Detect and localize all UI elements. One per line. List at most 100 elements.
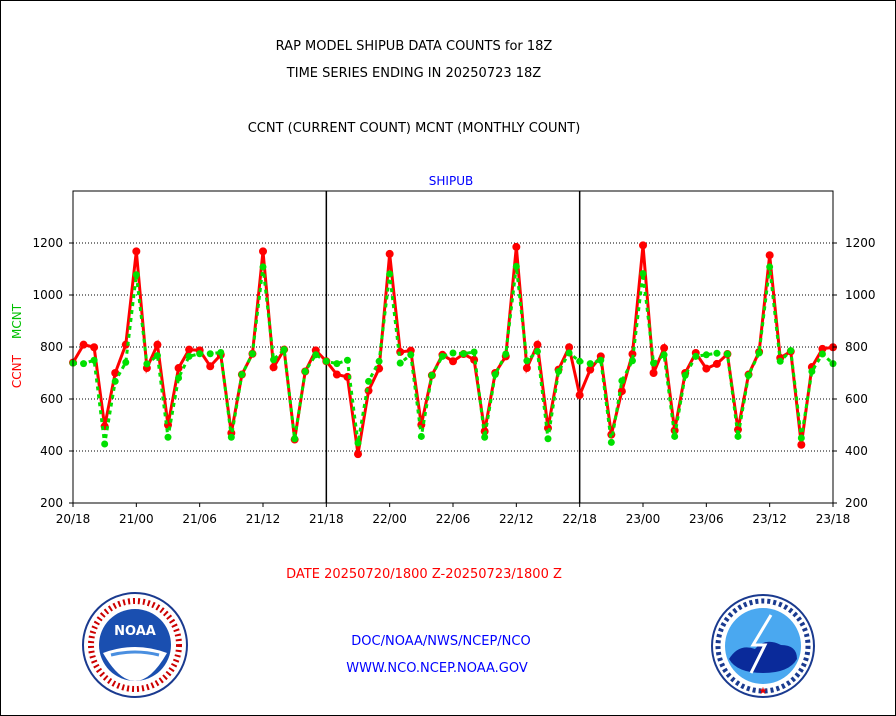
data-point-ccnt: [259, 247, 267, 256]
data-point-mcnt: [227, 433, 235, 441]
data-point-mcnt: [523, 357, 531, 365]
website-link[interactable]: WWW.NCO.NCEP.NOAA.GOV: [346, 661, 528, 676]
y-tick-label-right: 800: [845, 340, 868, 354]
data-point-mcnt: [713, 349, 721, 357]
data-point-mcnt: [407, 351, 415, 359]
data-point-ccnt: [206, 362, 215, 371]
data-point-mcnt: [375, 357, 383, 365]
data-point-mcnt: [692, 352, 700, 360]
data-point-mcnt: [280, 346, 288, 354]
x-tick-label: 22/12: [499, 512, 534, 526]
data-point-mcnt: [607, 438, 615, 446]
data-point-ccnt: [354, 450, 362, 459]
y-tick-label-left: 200: [40, 496, 63, 510]
data-point-mcnt: [90, 356, 98, 364]
y-label-ccnt: CCNT: [10, 354, 24, 388]
data-point-mcnt: [512, 262, 520, 270]
data-point-ccnt: [79, 340, 88, 349]
x-tick-label: 23/12: [752, 512, 787, 526]
data-point-mcnt: [217, 348, 225, 356]
data-point-mcnt: [238, 371, 246, 379]
data-point-mcnt: [301, 367, 309, 375]
data-point-mcnt: [618, 377, 626, 385]
data-point-ccnt: [565, 343, 574, 352]
data-point-mcnt: [650, 359, 658, 367]
data-point-mcnt: [723, 350, 731, 358]
data-point-mcnt: [248, 350, 256, 358]
data-point-mcnt: [428, 371, 436, 379]
data-point-ccnt: [111, 369, 120, 377]
data-point-mcnt: [502, 350, 510, 358]
data-point-mcnt: [343, 356, 351, 364]
svg-text:NOAA: NOAA: [114, 624, 156, 639]
x-tick-label: 23/18: [816, 512, 851, 526]
data-point-ccnt: [132, 247, 141, 256]
data-point-mcnt: [396, 359, 404, 367]
y-tick-label-left: 1000: [32, 288, 63, 302]
data-point-mcnt: [766, 263, 774, 271]
data-point-mcnt: [481, 433, 489, 441]
data-point-mcnt: [576, 357, 584, 365]
data-point-mcnt: [702, 351, 710, 359]
data-point-mcnt: [333, 360, 341, 368]
x-tick-label: 22/18: [562, 512, 597, 526]
data-point-ccnt: [269, 363, 278, 372]
data-point-ccnt: [375, 364, 384, 373]
y-tick-label-right: 600: [845, 392, 868, 406]
data-point-mcnt: [101, 440, 109, 448]
data-point-ccnt: [712, 359, 721, 368]
data-point-mcnt: [185, 352, 193, 360]
data-point-mcnt: [417, 432, 425, 440]
data-point-ccnt: [522, 364, 531, 373]
y-tick-label-right: 400: [845, 444, 868, 458]
data-point-mcnt: [660, 351, 668, 359]
data-point-mcnt: [365, 377, 373, 385]
y-label-mcnt: MCNT: [10, 303, 24, 339]
panel-title: SHIPUB: [429, 174, 473, 188]
data-point-mcnt: [745, 371, 753, 379]
data-point-ccnt: [797, 440, 806, 449]
data-point-mcnt: [787, 347, 795, 355]
data-point-mcnt: [122, 358, 130, 366]
noaa-logo: NOAA: [82, 592, 188, 698]
data-point-ccnt: [332, 370, 341, 379]
data-point-ccnt: [185, 345, 194, 354]
x-tick-label: 21/06: [182, 512, 217, 526]
data-point-mcnt: [259, 263, 267, 271]
data-point-mcnt: [639, 270, 647, 278]
data-point-mcnt: [270, 356, 278, 364]
y-tick-label-right: 1000: [845, 288, 876, 302]
data-point-ccnt: [153, 340, 162, 349]
data-point-mcnt: [132, 271, 140, 279]
data-point-mcnt: [291, 435, 299, 443]
data-point-ccnt: [765, 251, 774, 260]
data-point-mcnt: [386, 270, 394, 278]
data-point-mcnt: [671, 432, 679, 440]
org-text: DOC/NOAA/NWS/NCEP/NCO: [351, 634, 531, 649]
data-point-ccnt: [533, 340, 542, 349]
y-tick-label-right: 1200: [845, 236, 876, 250]
x-tick-label: 22/00: [372, 512, 407, 526]
data-point-ccnt: [512, 242, 521, 251]
data-point-mcnt: [818, 350, 826, 358]
data-point-mcnt: [80, 360, 88, 368]
data-point-mcnt: [555, 367, 563, 375]
chart-title-line-2: TIME SERIES ENDING IN 20250723 18Z: [286, 66, 542, 81]
data-point-mcnt: [322, 357, 330, 365]
data-point-mcnt: [354, 439, 362, 447]
data-point-ccnt: [575, 391, 584, 400]
data-point-ccnt: [385, 249, 394, 258]
data-point-ccnt: [660, 344, 669, 353]
data-point-ccnt: [586, 365, 595, 374]
data-point-mcnt: [586, 360, 594, 368]
data-point-mcnt: [449, 349, 457, 357]
x-tick-label: 20/18: [56, 512, 91, 526]
x-tick-label: 23/00: [626, 512, 661, 526]
data-point-mcnt: [491, 371, 499, 379]
data-point-mcnt: [111, 377, 119, 385]
data-point-mcnt: [175, 374, 183, 382]
nws-logo: ★: [711, 594, 815, 698]
data-point-mcnt: [681, 371, 689, 379]
